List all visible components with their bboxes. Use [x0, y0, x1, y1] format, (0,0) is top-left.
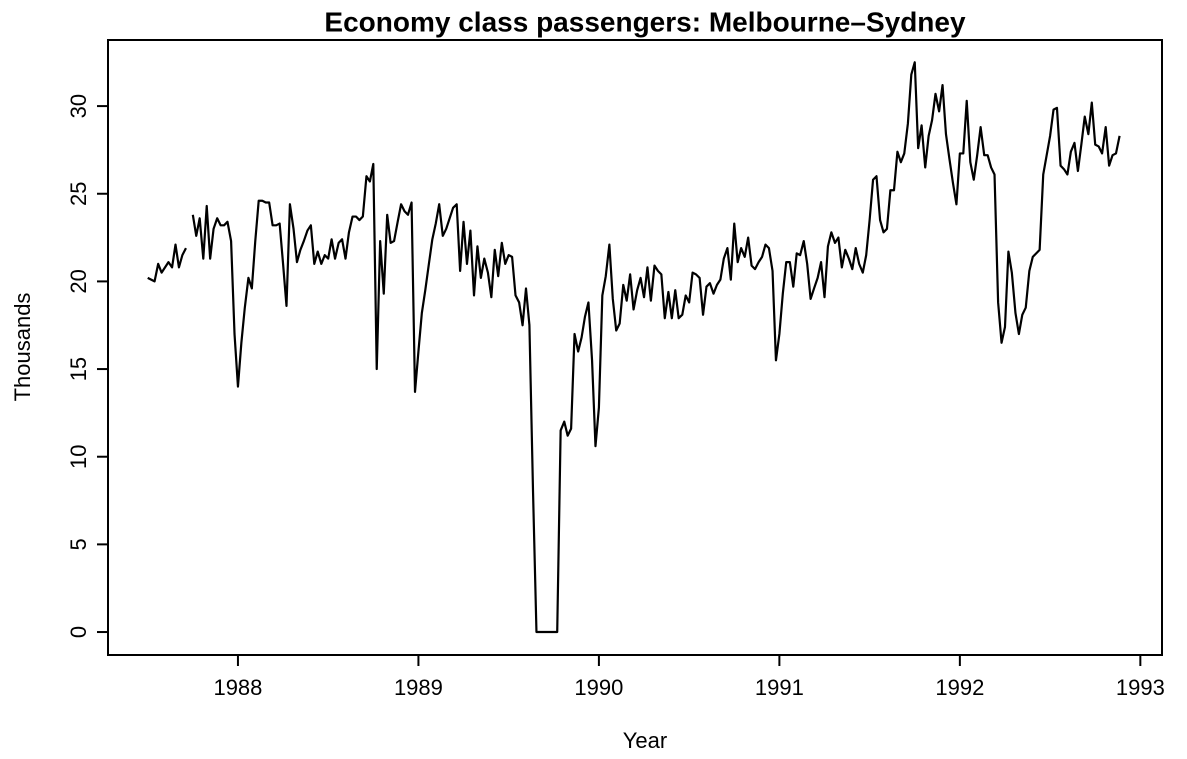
data-line: [147, 243, 187, 283]
data-line: [191, 61, 1121, 634]
plot-frame: [107, 39, 1163, 656]
y-tick-label: 25: [66, 182, 91, 206]
y-tick-label: 0: [66, 626, 91, 638]
x-tick-label: 1990: [574, 675, 623, 700]
x-tick-label: 1993: [1116, 675, 1165, 700]
y-tick-label: 5: [66, 538, 91, 550]
chart-title: Economy class passengers: Melbourne–Sydn…: [324, 6, 966, 37]
y-tick-label: 20: [66, 269, 91, 293]
y-tick-label: 30: [66, 94, 91, 118]
x-axis-label: Year: [623, 728, 667, 753]
x-tick-label: 1989: [394, 675, 443, 700]
y-tick-label: 15: [66, 357, 91, 381]
y-tick-label: 10: [66, 444, 91, 468]
x-tick-label: 1991: [755, 675, 804, 700]
x-tick-label: 1992: [935, 675, 984, 700]
y-axis-label: Thousands: [10, 293, 35, 402]
x-tick-label: 1988: [213, 675, 262, 700]
